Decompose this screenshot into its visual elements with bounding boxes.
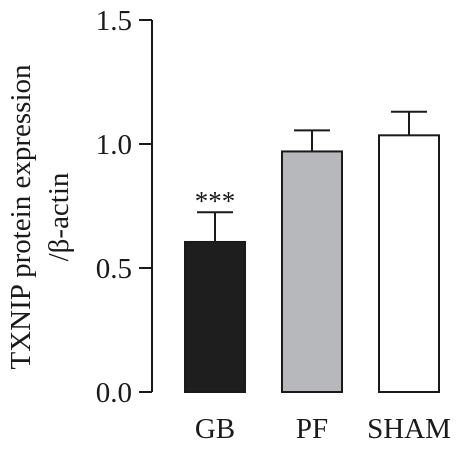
- y-axis-label-line2: /β-actin: [43, 172, 75, 261]
- bar-sham: [378, 134, 440, 393]
- x-tick-label-sham: SHAM: [367, 413, 451, 445]
- y-tick-label: 0.0: [96, 377, 132, 409]
- y-tick-label: 1.0: [96, 129, 132, 161]
- bar-gb: [184, 240, 246, 393]
- y-tick-label: 0.5: [96, 253, 132, 285]
- y-axis-label-line1: TXNIP protein expression: [5, 64, 37, 369]
- x-tick-label-gb: GB: [195, 413, 235, 445]
- significance-label-gb: ***: [195, 186, 236, 216]
- y-tick-label: 1.5: [96, 5, 132, 37]
- x-axis-labels: GB PF SHAM: [195, 413, 451, 445]
- x-tick-label-pf: PF: [296, 413, 328, 445]
- bar-pf: [281, 150, 343, 393]
- y-axis-title: TXNIP protein expression /β-actin: [5, 64, 75, 369]
- y-axis-ticks: 0.0 0.5 1.0 1.5: [96, 5, 152, 409]
- bars: ***: [184, 110, 440, 393]
